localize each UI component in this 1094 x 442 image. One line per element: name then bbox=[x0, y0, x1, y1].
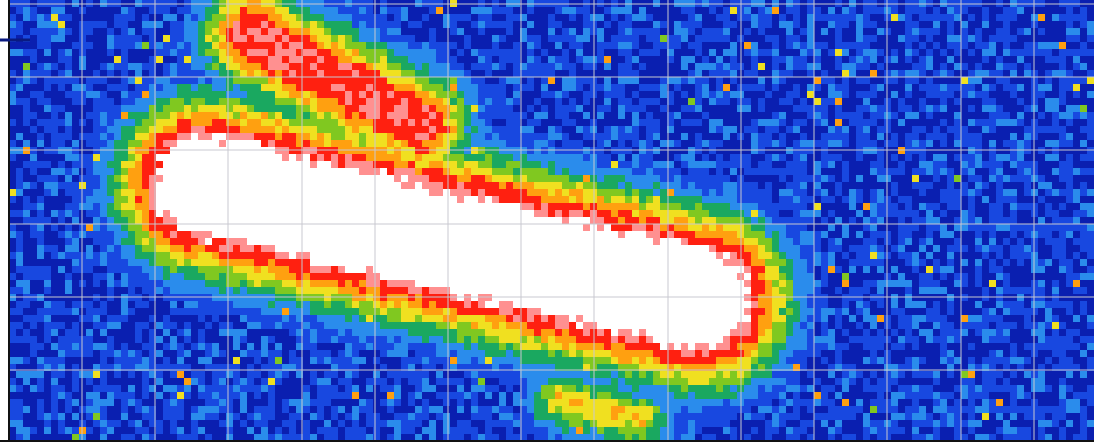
heatmap-image bbox=[0, 0, 1094, 442]
left-margin bbox=[0, 0, 9, 442]
page: (() => { JSON.parse(document.getElementB… bbox=[0, 0, 1094, 442]
heatmap-cells bbox=[9, 0, 1094, 442]
